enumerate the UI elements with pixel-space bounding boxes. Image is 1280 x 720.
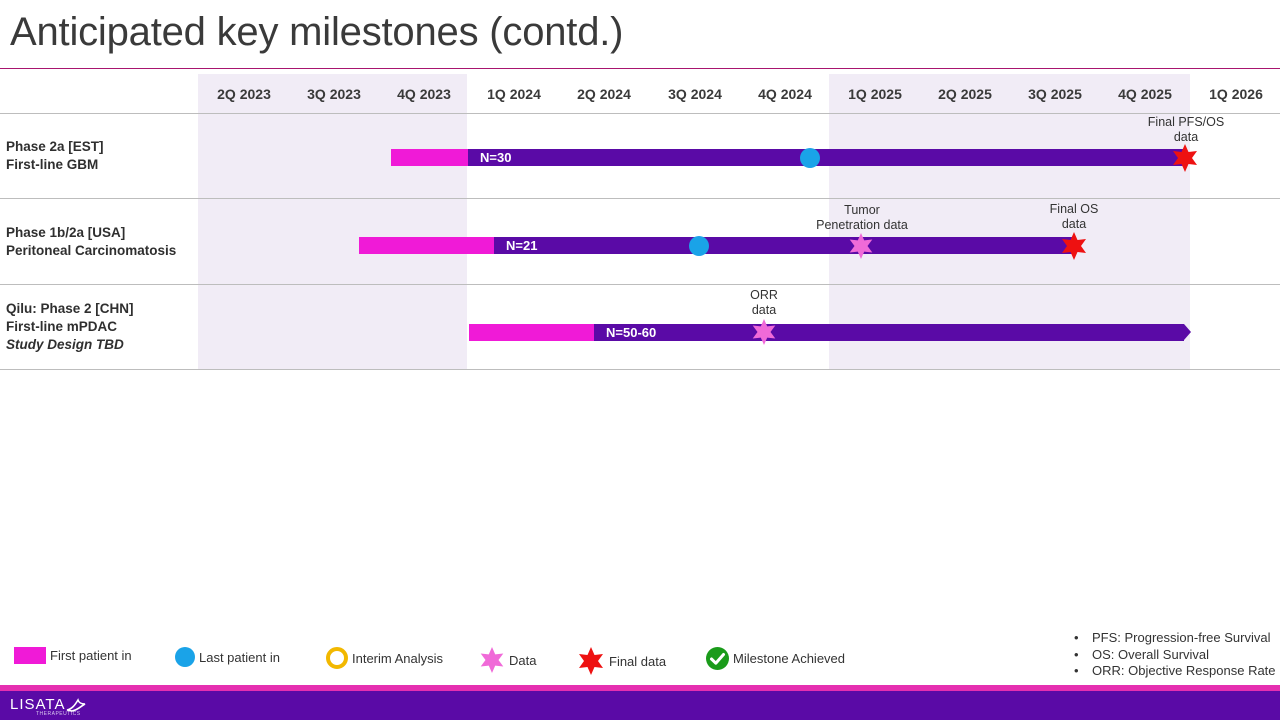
company-logo: LISATA <box>10 696 66 713</box>
last-patient-marker <box>800 148 820 168</box>
title-underline <box>0 68 1280 69</box>
abbreviations-list: PFS: Progression-free Survival OS: Overa… <box>1074 630 1276 680</box>
data-star-icon <box>752 319 776 345</box>
enrollment-label: N=50-60 <box>606 325 657 340</box>
year-band-2023 <box>198 74 467 369</box>
quarter-header: 4Q 2024 <box>758 86 812 102</box>
year-band-2025 <box>829 74 1190 369</box>
milestone-note: ORR data <box>750 288 778 317</box>
milestone-note: Final PFS/OS data <box>1147 115 1225 144</box>
abbreviation-item: ORR: Objective Response Rate <box>1074 663 1276 680</box>
final-data-star-icon <box>1173 144 1197 172</box>
row-divider <box>0 369 1280 370</box>
abbreviation-item: PFS: Progression-free Survival <box>1074 630 1276 647</box>
abbreviation-item: OS: Overall Survival <box>1074 647 1276 664</box>
footer-accent-stripe <box>0 685 1280 691</box>
milestone-note: Final OS data <box>1049 202 1099 231</box>
quarter-header: 3Q 2023 <box>307 86 361 102</box>
enrollment-label: N=21 <box>506 238 538 253</box>
quarter-header: 1Q 2024 <box>487 86 541 102</box>
quarter-header: 4Q 2025 <box>1118 86 1172 102</box>
first-patient-bar <box>469 324 594 341</box>
logo-bird-icon <box>66 698 86 712</box>
legend-last-patient: Last patient in <box>175 647 280 667</box>
quarter-header: 3Q 2024 <box>668 86 722 102</box>
continuation-arrow-icon <box>1184 324 1191 340</box>
legend-achieved: Milestone Achieved <box>706 647 845 670</box>
first-patient-bar <box>359 237 494 254</box>
milestone-note: Tumor Penetration data <box>816 203 908 232</box>
legend-data: Data <box>479 647 536 673</box>
row-label-gbm: Phase 2a [EST] First-line GBM <box>6 139 104 172</box>
blue-dot-icon <box>175 647 195 667</box>
quarter-header: 1Q 2025 <box>848 86 902 102</box>
ongoing-bar: N=50-60 <box>594 324 1184 341</box>
legend-first-patient: First patient in <box>14 647 132 664</box>
legend-final: Final data <box>577 647 666 675</box>
footer-bar <box>0 691 1280 720</box>
legend-interim: Interim Analysis <box>326 647 443 669</box>
final-data-star-icon <box>1062 232 1086 260</box>
quarter-header: 2Q 2024 <box>577 86 631 102</box>
quarter-header: 2Q 2023 <box>217 86 271 102</box>
row-label-peritoneal: Phase 1b/2a [USA] Peritoneal Carcinomato… <box>6 225 177 258</box>
pink-star-icon <box>480 647 504 673</box>
quarter-header: 2Q 2025 <box>938 86 992 102</box>
pink-bar-swatch <box>14 647 46 664</box>
quarter-header: 1Q 2026 <box>1209 86 1263 102</box>
page-title: Anticipated key milestones (contd.) <box>10 10 624 54</box>
ongoing-bar: N=30 <box>468 149 1184 166</box>
quarter-header: 3Q 2025 <box>1028 86 1082 102</box>
row-divider <box>0 284 1280 285</box>
quarter-header: 4Q 2023 <box>397 86 451 102</box>
ongoing-bar: N=21 <box>494 237 1074 254</box>
row-label-mpdac: Qilu: Phase 2 [CHN] First-line mPDAC Stu… <box>6 301 134 352</box>
row-divider <box>0 198 1280 199</box>
green-check-icon <box>706 647 729 670</box>
red-star-icon <box>579 647 603 675</box>
data-star-icon <box>849 233 873 259</box>
last-patient-marker <box>689 236 709 256</box>
header-divider <box>0 113 1280 114</box>
enrollment-label: N=30 <box>480 150 512 165</box>
yellow-ring-icon <box>326 647 348 669</box>
first-patient-bar <box>391 149 468 166</box>
company-logo-subtitle: THERAPEUTICS <box>36 711 81 717</box>
